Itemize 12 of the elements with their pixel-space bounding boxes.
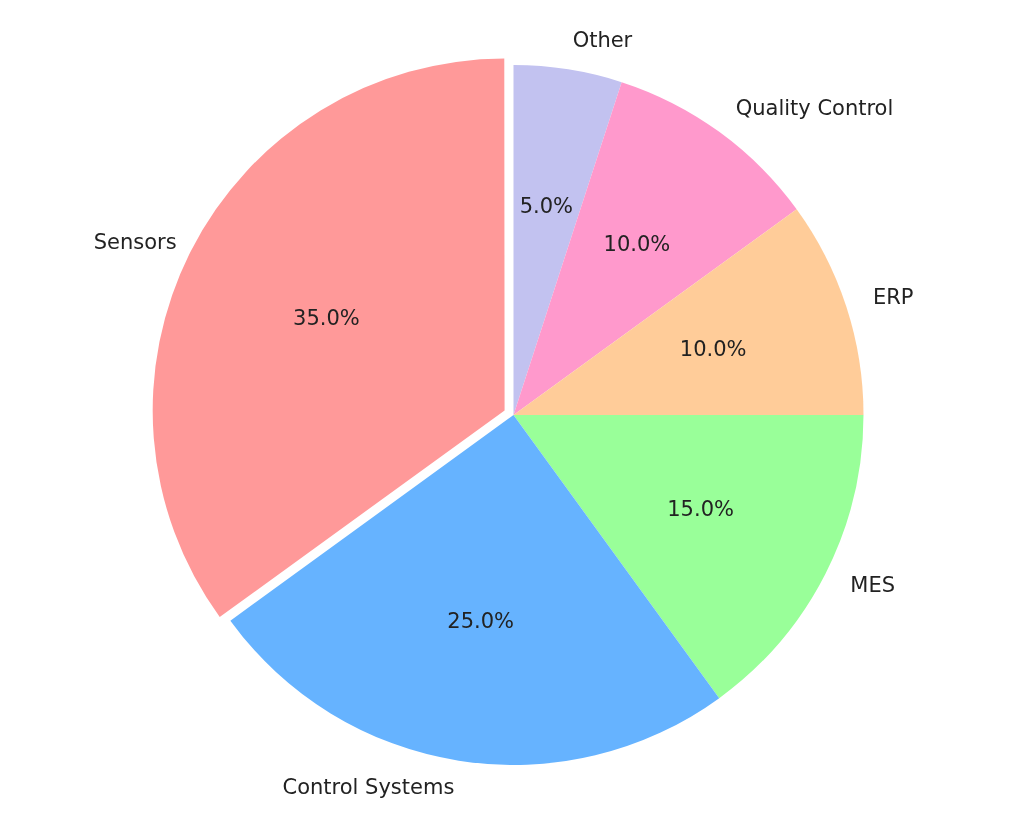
slice-label: ERP [873,284,914,309]
slice-label: Control Systems [282,774,455,799]
slice-label: Sensors [93,229,177,254]
slice-label: Other [572,28,633,53]
data-label: 35.0% [293,306,360,331]
slice-label: Quality Control [735,95,894,120]
data-label: 5.0% [519,194,574,219]
data-label: 25.0% [447,608,515,633]
data-label: 15.0% [667,496,734,521]
data-label: 10.0% [679,336,747,361]
slice-label: MES [850,573,896,598]
data-label: 10.0% [603,231,671,256]
